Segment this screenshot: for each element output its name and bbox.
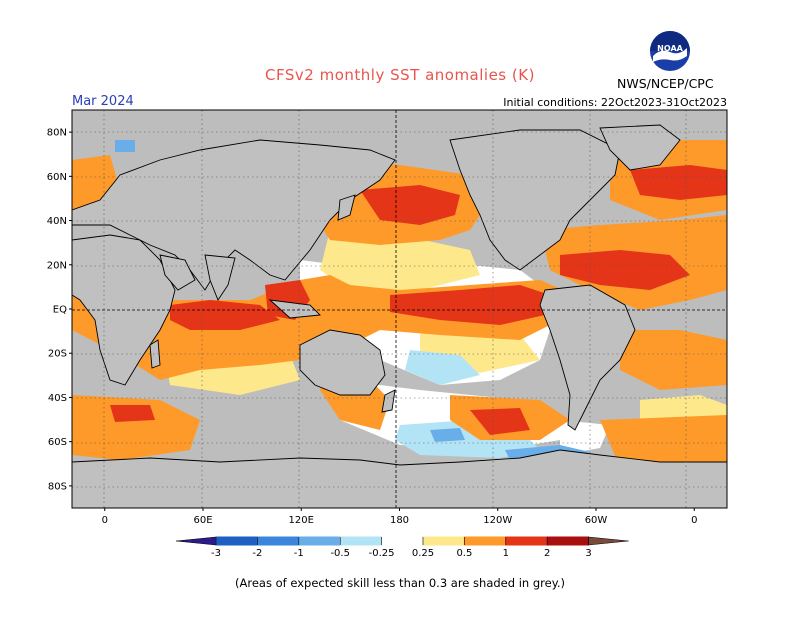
indonesia	[268, 299, 321, 319]
colorbar-segment	[256, 536, 300, 546]
red-anomaly-s-pacific	[470, 408, 530, 435]
south-america	[539, 284, 636, 431]
red-anomaly-atlantic-mdr	[560, 250, 690, 290]
reference-lines	[72, 110, 727, 508]
colorbar-label: 0.5	[456, 548, 472, 559]
red-anomaly-enso	[390, 285, 550, 325]
red-anomaly-s-atlantic	[110, 405, 155, 422]
colorbar-segment	[215, 536, 258, 546]
lat-label: EQ	[53, 305, 67, 316]
lon-label: 120E	[289, 515, 314, 526]
colorbar-label: -0.25	[369, 548, 395, 559]
longitude-labels: 0 60E 120E 180 120W 60W 0	[102, 508, 697, 526]
lat-label: 20S	[48, 349, 67, 360]
organization-label: NWS/NCEP/CPC	[617, 76, 714, 91]
colorbar-segment	[463, 536, 507, 546]
lon-label: 120W	[483, 515, 512, 526]
logo-text: NOAA	[657, 44, 683, 53]
australia	[299, 329, 386, 396]
graticule	[72, 110, 727, 508]
colorbar-segment	[505, 536, 548, 546]
colorbar-label: 0.25	[412, 548, 434, 559]
orange-anomaly-s-atlantic-south	[600, 415, 727, 468]
colorbar-label: 1	[503, 548, 509, 559]
colorbar-segment	[339, 536, 383, 546]
blue-anomaly-s-pacific	[405, 350, 480, 385]
colorbar-segment	[381, 537, 423, 545]
colorbar: -3 -2 -1 -0.5 -0.25 0.25 0.5 1 2 3	[175, 536, 629, 559]
colorbar-segment	[422, 536, 465, 546]
colorbar-arrow-high	[588, 536, 629, 546]
red-anomaly-indian	[170, 300, 280, 330]
blue-anomaly-southern-core	[430, 428, 465, 442]
colorbar-label: -3	[211, 548, 221, 559]
colorbar-label: 3	[585, 548, 591, 559]
colorbar-arrow-low	[175, 536, 217, 546]
madagascar	[149, 339, 161, 369]
lat-label: 80N	[47, 128, 67, 139]
colorbar-label: 2	[544, 548, 550, 559]
antarctica	[72, 449, 727, 508]
forecast-month: Mar 2024	[72, 94, 134, 109]
greenland	[599, 124, 681, 171]
initial-conditions: Initial conditions: 22Oct2023-31Oct2023	[503, 96, 727, 109]
arabian-peninsula	[159, 254, 196, 291]
map-plot-area	[72, 110, 727, 508]
north-america	[449, 129, 621, 271]
noaa-logo: NOAA	[649, 30, 691, 76]
blue-anomaly-arctic	[115, 140, 135, 152]
lon-label: 180	[390, 515, 409, 526]
lon-label: 60W	[585, 515, 608, 526]
lat-label: 40S	[48, 393, 67, 404]
new-zealand	[381, 389, 396, 413]
lat-label: 60S	[48, 437, 67, 448]
colorbar-label: -2	[252, 548, 262, 559]
lat-label: 40N	[47, 216, 67, 227]
colorbar-segment	[546, 536, 590, 546]
red-anomaly-n-atlantic	[630, 165, 727, 200]
map-title: CFSv2 monthly SST anomalies (K)	[265, 66, 535, 84]
lon-label: 0	[102, 515, 108, 526]
red-anomaly-kuroshio	[360, 185, 460, 225]
lon-label: 60E	[193, 515, 212, 526]
lat-label: 80S	[48, 481, 67, 492]
colorbar-label: -0.5	[330, 548, 350, 559]
colorbar-label: -1	[294, 548, 304, 559]
continents	[72, 124, 727, 508]
lat-label: 60N	[47, 172, 67, 183]
lon-label: 0	[691, 515, 697, 526]
yellow-anomaly-nw-pacific	[320, 230, 480, 290]
japan	[337, 194, 356, 221]
eurasia	[72, 139, 396, 291]
colorbar-segment	[298, 536, 341, 546]
orange-anomaly-s-atlantic	[620, 330, 727, 390]
latitude-labels: 80N 60N 40N 20N EQ 20S 40S 60S 80S	[47, 128, 72, 492]
lat-label: 20N	[47, 260, 67, 271]
skill-note: (Areas of expected skill less than 0.3 a…	[235, 576, 565, 590]
